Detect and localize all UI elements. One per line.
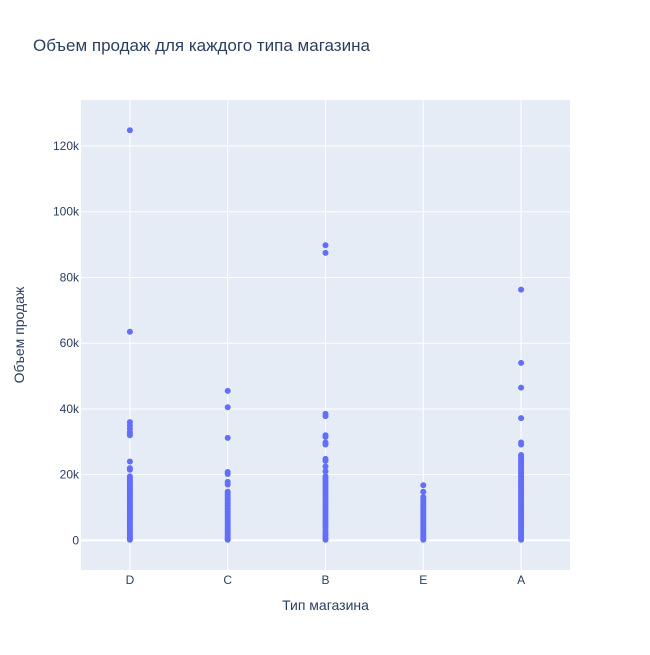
y-tick-label: 120k xyxy=(53,139,80,153)
chart-title: Объем продаж для каждого типа магазина xyxy=(33,36,370,55)
data-point[interactable] xyxy=(518,359,525,366)
y-tick-label: 20k xyxy=(60,468,80,482)
data-point[interactable] xyxy=(126,328,133,335)
data-point[interactable] xyxy=(126,432,133,439)
data-point[interactable] xyxy=(420,488,427,495)
x-tick-label: E xyxy=(419,573,427,587)
data-point[interactable] xyxy=(126,458,133,465)
x-tick-label: B xyxy=(321,573,329,587)
data-point[interactable] xyxy=(322,413,329,420)
x-axis-title: Тип магазина xyxy=(282,597,369,613)
data-point[interactable] xyxy=(420,482,427,489)
data-point[interactable] xyxy=(322,441,329,448)
data-point[interactable] xyxy=(224,481,231,488)
y-tick-label: 100k xyxy=(53,205,80,219)
data-point[interactable] xyxy=(322,433,329,440)
x-tick-label: C xyxy=(223,573,232,587)
data-point[interactable] xyxy=(322,457,329,464)
y-tick-labels: 0 20k 40k 60k 80k 100k 120k xyxy=(53,139,80,547)
x-tick-label: A xyxy=(517,573,525,587)
data-point[interactable] xyxy=(322,249,329,256)
y-tick-label: 0 xyxy=(72,533,79,547)
data-point[interactable] xyxy=(322,536,329,543)
data-point[interactable] xyxy=(518,441,525,448)
data-point[interactable] xyxy=(224,471,231,478)
y-tick-label: 60k xyxy=(60,336,80,350)
data-point[interactable] xyxy=(322,242,329,249)
data-point[interactable] xyxy=(518,286,525,293)
data-point[interactable] xyxy=(322,463,329,470)
data-point[interactable] xyxy=(126,127,133,134)
y-tick-label: 40k xyxy=(60,402,80,416)
data-point[interactable] xyxy=(224,387,231,394)
data-point[interactable] xyxy=(420,536,427,543)
y-tick-label: 80k xyxy=(60,270,80,284)
y-axis-title: Объем продаж xyxy=(11,286,27,383)
x-tick-label: D xyxy=(126,573,135,587)
data-point[interactable] xyxy=(518,536,525,543)
data-point[interactable] xyxy=(224,434,231,441)
data-point[interactable] xyxy=(322,468,329,475)
data-point[interactable] xyxy=(224,404,231,411)
data-point[interactable] xyxy=(126,466,133,473)
data-point[interactable] xyxy=(126,536,133,543)
data-points xyxy=(126,127,525,543)
data-point[interactable] xyxy=(518,384,525,391)
data-point[interactable] xyxy=(224,536,231,543)
data-point[interactable] xyxy=(518,415,525,422)
